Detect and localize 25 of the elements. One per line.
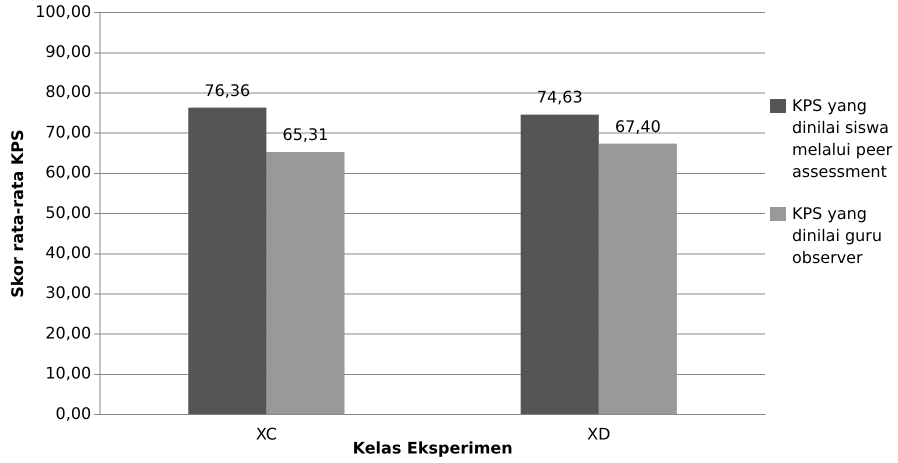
y-tick-label: 90,00 bbox=[45, 42, 92, 61]
data-label: 67,40 bbox=[614, 116, 661, 136]
y-tick-label: 10,00 bbox=[45, 364, 92, 383]
x-axis-title: Kelas Eksperimen bbox=[352, 438, 513, 458]
x-tick-label: XC bbox=[256, 424, 277, 444]
bar bbox=[266, 152, 345, 414]
x-tick-label: XD bbox=[587, 424, 610, 444]
y-tick-label: 50,00 bbox=[45, 202, 92, 222]
data-label: 76,36 bbox=[204, 80, 250, 100]
legend-label: KPS yang dinilai siswa melalui peer assessment bbox=[792, 96, 892, 181]
y-tick-label: 100,00 bbox=[35, 2, 92, 21]
bar bbox=[188, 108, 266, 414]
bar bbox=[598, 144, 677, 414]
data-label: 74,63 bbox=[536, 88, 583, 107]
bar bbox=[520, 114, 599, 414]
y-tick-label: 40,00 bbox=[45, 242, 92, 262]
y-tick-label: 70,00 bbox=[45, 122, 92, 142]
data-label: 65,31 bbox=[282, 125, 328, 144]
y-tick-label: 20,00 bbox=[45, 323, 92, 342]
y-tick-label: 60,00 bbox=[45, 162, 92, 182]
y-axis-title: Skor rata-rata KPS bbox=[8, 129, 27, 298]
y-tick-label: 0,00 bbox=[56, 404, 92, 423]
legend-label: KPS yang dinilai guru observer bbox=[792, 204, 882, 267]
y-tick-label: 80,00 bbox=[45, 82, 92, 102]
y-tick-label: 30,00 bbox=[45, 283, 92, 302]
